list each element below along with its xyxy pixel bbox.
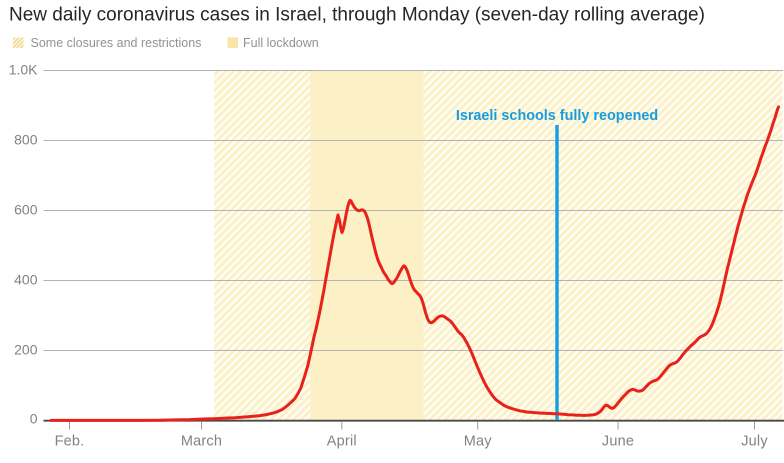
svg-text:Full lockdown: Full lockdown [243, 36, 319, 50]
svg-text:Some closures and restrictions: Some closures and restrictions [31, 36, 202, 50]
svg-text:June: June [602, 433, 634, 449]
svg-text:1.0K: 1.0K [9, 61, 38, 77]
svg-text:400: 400 [14, 271, 38, 287]
svg-text:May: May [464, 433, 493, 449]
svg-text:March: March [181, 433, 222, 449]
svg-text:New daily coronavirus cases in: New daily coronavirus cases in Israel, t… [9, 4, 705, 25]
svg-text:Israeli schools fully reopened: Israeli schools fully reopened [456, 108, 658, 124]
svg-text:July: July [741, 433, 768, 449]
svg-text:Feb.: Feb. [55, 433, 85, 449]
svg-text:0: 0 [30, 411, 38, 427]
svg-text:600: 600 [14, 201, 38, 217]
svg-text:April: April [327, 433, 357, 449]
svg-text:800: 800 [14, 131, 38, 147]
svg-text:200: 200 [14, 341, 38, 357]
